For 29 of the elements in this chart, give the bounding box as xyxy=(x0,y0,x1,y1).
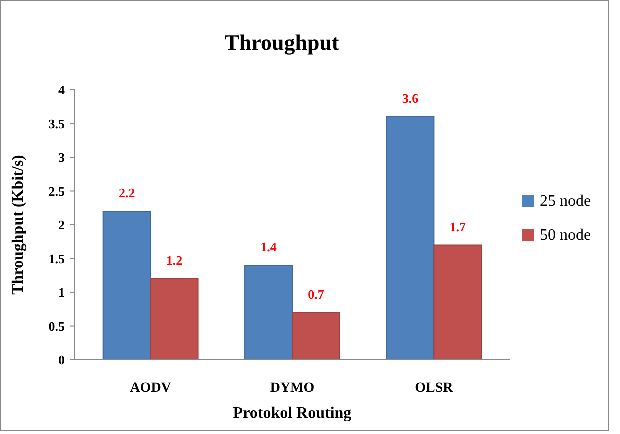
legend-label: 25 node xyxy=(540,193,592,210)
data-label: 1.7 xyxy=(450,219,467,234)
x-tick-label: AODV xyxy=(130,381,172,396)
y-tick-label: 1 xyxy=(58,285,65,300)
x-axis-title: Protokol Routing xyxy=(233,405,352,422)
bar xyxy=(150,278,199,360)
y-tick-label: 4 xyxy=(58,82,66,98)
y-axis-title: Throughput (Kbit/s) xyxy=(10,155,27,295)
y-tick-label: 1.5 xyxy=(48,251,66,266)
data-label: 2.2 xyxy=(118,186,136,200)
bar xyxy=(292,312,340,360)
data-label: 1.4 xyxy=(260,240,278,254)
bar xyxy=(386,116,435,360)
y-tick-label: 0.5 xyxy=(48,318,66,334)
y-tick-label: 0 xyxy=(58,352,65,368)
y-tick-label: 3 xyxy=(58,150,66,166)
data-label: 1.2 xyxy=(166,253,183,268)
data-label: 3.6 xyxy=(402,91,420,106)
y-tick-label: 2 xyxy=(58,218,65,233)
data-label: 0.7 xyxy=(308,286,325,302)
y-tick-label: 3.5 xyxy=(48,116,66,132)
x-tick-label: DYMO xyxy=(270,381,315,396)
y-tick-label: 2.5 xyxy=(48,184,66,199)
chart-title: Throughput xyxy=(224,30,340,55)
bar xyxy=(102,211,152,360)
bar xyxy=(244,265,293,360)
legend-label: 50 node xyxy=(540,227,592,244)
bar xyxy=(434,244,482,360)
x-tick-label: OLSR xyxy=(415,381,454,396)
